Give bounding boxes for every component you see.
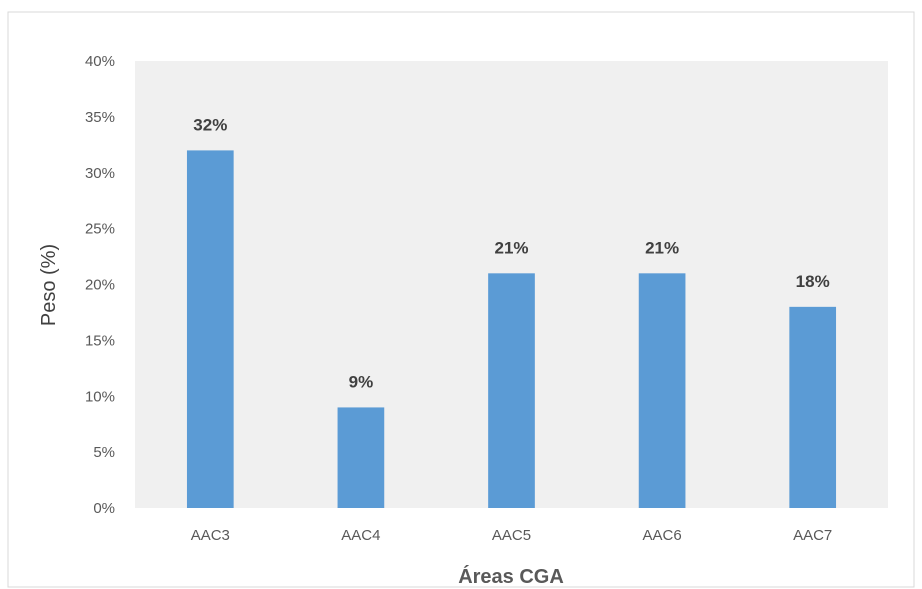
data-label: 32% [193, 115, 227, 134]
x-tick-label: AAC3 [191, 527, 230, 544]
bar-aac7 [789, 306, 837, 508]
y-tick-label: 30% [85, 165, 115, 182]
bar-aac3 [186, 150, 234, 508]
x-tick-label: AAC5 [492, 527, 531, 544]
y-tick-label: 5% [93, 444, 115, 461]
x-tick-label: AAC6 [643, 527, 682, 544]
data-label: 18% [796, 272, 830, 291]
x-axis-title: Áreas CGA [458, 565, 564, 588]
y-tick-label: 40% [85, 53, 115, 70]
y-axis-title: Peso (%) [38, 244, 60, 326]
y-axis-ticks: 0% 5% 10% 15% 20% 25% 30% 35% 40% [85, 53, 115, 517]
x-tick-label: AAC4 [341, 527, 380, 544]
y-tick-label: 10% [85, 388, 115, 405]
y-tick-label: 0% [93, 500, 115, 517]
y-tick-label: 35% [85, 109, 115, 126]
data-label: 21% [645, 238, 679, 257]
data-label: 21% [494, 238, 528, 257]
y-tick-label: 15% [85, 332, 115, 349]
x-axis-ticks: AAC3 AAC4 AAC5 AAC6 AAC7 [191, 527, 833, 544]
bars: 32% 9% 21% 21% 18% [186, 115, 837, 508]
y-tick-label: 20% [85, 277, 115, 294]
bar-aac4 [337, 407, 385, 508]
data-label: 9% [349, 372, 374, 391]
x-tick-label: AAC7 [793, 527, 832, 544]
bar-aac6 [638, 273, 686, 508]
y-tick-label: 25% [85, 221, 115, 238]
bar-aac5 [488, 273, 535, 508]
